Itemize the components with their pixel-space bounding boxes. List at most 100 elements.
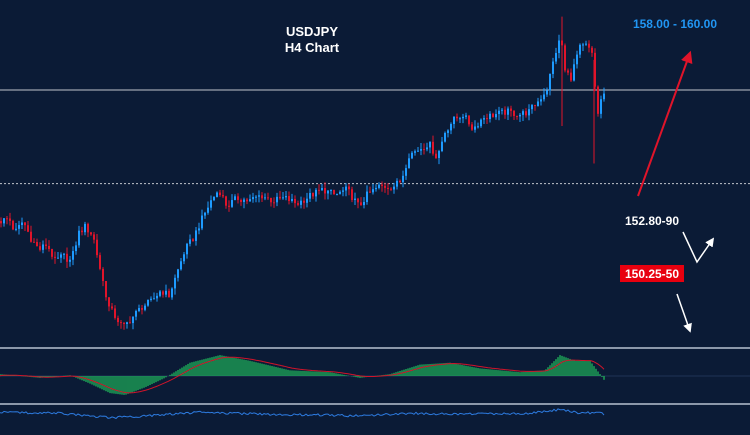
candle-body [399, 180, 401, 183]
candle [324, 182, 326, 200]
candle [468, 115, 470, 127]
candle [408, 153, 410, 169]
candle [603, 87, 605, 102]
candle-body [357, 198, 359, 203]
candle [117, 315, 119, 326]
candle [87, 222, 89, 238]
candle [3, 218, 5, 227]
candle-body [111, 306, 113, 309]
candle [525, 108, 527, 118]
candle [135, 309, 137, 321]
candle [393, 182, 395, 194]
candle-body [585, 43, 587, 45]
candle [495, 109, 497, 120]
candle [564, 43, 566, 73]
candle-body [429, 141, 431, 148]
candle [345, 183, 347, 197]
candle [21, 217, 23, 230]
candle [231, 194, 233, 208]
candle [213, 196, 215, 202]
candle [192, 238, 194, 242]
candle-body [207, 207, 209, 213]
candle-body [132, 316, 134, 324]
candle [297, 200, 299, 207]
candle-body [363, 202, 365, 206]
candle [33, 238, 35, 243]
candle [195, 227, 197, 246]
candle-body [537, 101, 539, 107]
candle-body [426, 147, 428, 150]
candle-body [462, 116, 464, 119]
candle-body [231, 200, 233, 207]
support-label-box [620, 265, 684, 282]
candle-body [225, 196, 227, 206]
candle-body [159, 291, 161, 296]
candle [225, 195, 227, 209]
candle [42, 240, 44, 254]
candle [207, 201, 209, 215]
candle-body [51, 248, 53, 257]
candle [264, 193, 266, 201]
candle [72, 246, 74, 266]
candle-body [330, 190, 332, 192]
candle [57, 251, 59, 259]
candle [450, 122, 452, 135]
candle-body [234, 196, 236, 201]
candle-body [384, 185, 386, 188]
candle-body [507, 108, 509, 115]
candle [435, 150, 437, 159]
candle [234, 194, 236, 201]
candle [30, 225, 32, 243]
candle [477, 122, 479, 129]
candle-body [423, 149, 425, 151]
candle-body [48, 245, 50, 249]
candle-body [39, 246, 41, 250]
candle [84, 221, 86, 236]
candle-body [177, 269, 179, 278]
candle-body [279, 196, 281, 199]
candle-body [414, 151, 416, 153]
candle [522, 109, 524, 121]
candle-body [333, 190, 335, 195]
candle [279, 190, 281, 200]
candle-body [342, 190, 344, 192]
candle-body [255, 196, 257, 198]
candle [600, 95, 602, 119]
candle-body [372, 189, 374, 193]
candle-body [543, 94, 545, 100]
candle [156, 292, 158, 302]
candle-body [459, 118, 461, 120]
chart-subtitle: H4 Chart [285, 40, 340, 55]
candle [594, 48, 596, 92]
candle [582, 42, 584, 51]
candle [519, 113, 521, 123]
candle [246, 197, 248, 205]
candle [216, 191, 218, 198]
candle [465, 112, 467, 120]
price-candles [0, 16, 605, 330]
candle [579, 43, 581, 58]
candle [300, 196, 302, 209]
candle [411, 151, 413, 160]
chart-title: USDJPY [286, 24, 338, 39]
candle [360, 197, 362, 206]
candle-body [588, 43, 590, 48]
candle [15, 223, 17, 232]
candle [204, 211, 206, 219]
candle-body [87, 223, 89, 233]
candle-body [273, 202, 275, 204]
candle [375, 184, 377, 192]
candle [147, 299, 149, 307]
candle [480, 118, 482, 129]
candle [51, 248, 53, 260]
candle-body [60, 254, 62, 258]
candle-body [264, 197, 266, 199]
candle [168, 288, 170, 298]
candle [504, 106, 506, 119]
candle [591, 46, 593, 57]
candle-body [321, 188, 323, 191]
candle-body [312, 193, 314, 197]
candle-body [153, 298, 155, 300]
